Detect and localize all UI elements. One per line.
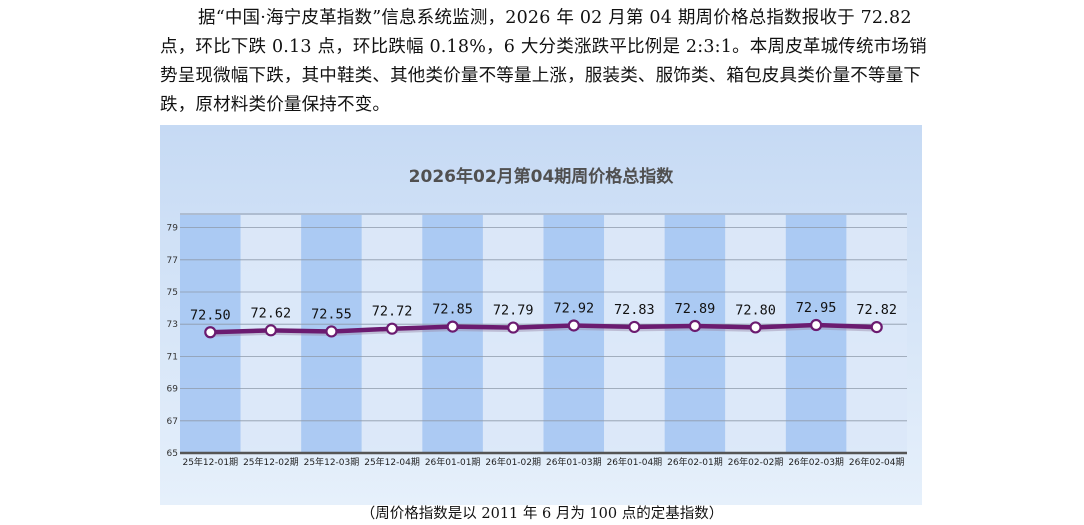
column-band <box>725 215 786 453</box>
data-label: 72.50 <box>190 307 231 323</box>
x-tick-label: 26年02-01期 <box>667 456 723 468</box>
data-point <box>264 324 277 337</box>
column-band <box>543 215 605 453</box>
data-point <box>446 320 459 333</box>
data-point <box>204 326 217 339</box>
chart-svg: 2026年02月第04期周价格总指数 65 67 69 71 73 75 77 79 25年12-… <box>160 125 922 505</box>
x-tick-label: 26年01-02期 <box>485 456 541 468</box>
data-point <box>628 320 641 334</box>
data-label: 72.62 <box>251 305 292 321</box>
data-point <box>325 325 338 338</box>
data-point <box>688 319 702 333</box>
article-paragraph: 据“中国·海宁皮革指数”信息系统监测，2026 年 02 月第 04 期周价格总… <box>160 8 927 115</box>
data-label: 72.72 <box>372 304 413 320</box>
y-tick-label: 79 <box>167 224 179 234</box>
data-point <box>567 319 580 332</box>
x-tick-label: 25年12-02期 <box>243 456 299 468</box>
x-tick-label: 25年12-01期 <box>182 456 238 468</box>
data-label: 72.89 <box>675 301 716 317</box>
y-tick-label: 75 <box>167 288 178 298</box>
column-band <box>846 215 907 453</box>
data-label: 72.95 <box>796 300 837 316</box>
data-point <box>870 320 883 334</box>
data-label: 72.55 <box>311 306 352 322</box>
y-tick-label: 67 <box>167 417 178 427</box>
data-point <box>810 318 823 332</box>
x-tick-label: 26年01-01期 <box>425 456 481 468</box>
data-label: 72.83 <box>614 302 655 318</box>
chart-title: 2026年02月第04期周价格总指数 <box>409 166 675 187</box>
x-tick-label: 26年01-03期 <box>546 456 602 468</box>
price-index-chart: 2026年02月第04期周价格总指数 65 67 69 71 73 75 77 79 25年12-… <box>160 125 922 505</box>
data-point <box>385 322 399 335</box>
y-tick-label: 77 <box>167 256 178 266</box>
data-label: 72.92 <box>553 300 594 316</box>
column-band <box>422 215 483 453</box>
data-label: 72.80 <box>735 302 776 318</box>
x-tick-label: 26年01-04期 <box>607 456 663 468</box>
column-band <box>482 215 544 453</box>
x-tick-label: 25年12-03期 <box>304 456 360 468</box>
x-tick-label: 26年02-03期 <box>788 456 844 468</box>
y-tick-label: 69 <box>167 385 179 395</box>
y-tick-label: 65 <box>167 449 178 459</box>
column-band <box>604 215 665 453</box>
data-label: 72.82 <box>856 302 897 318</box>
x-tick-label: 26年02-02期 <box>728 456 784 468</box>
series-line <box>210 322 877 335</box>
x-tick-label: 26年02-04期 <box>849 456 905 468</box>
data-label: 72.79 <box>493 303 534 319</box>
y-tick-label: 73 <box>167 320 178 330</box>
data-point <box>749 321 762 334</box>
chart-caption: （周价格指数是以 2011 年 6 月为 100 点的定基指数） <box>360 506 724 522</box>
y-tick-label: 71 <box>167 352 178 362</box>
data-point <box>507 321 520 334</box>
data-label: 72.85 <box>432 302 473 318</box>
x-tick-label: 25年12-04期 <box>364 456 420 468</box>
column-band <box>664 215 726 453</box>
column-band <box>785 215 847 453</box>
